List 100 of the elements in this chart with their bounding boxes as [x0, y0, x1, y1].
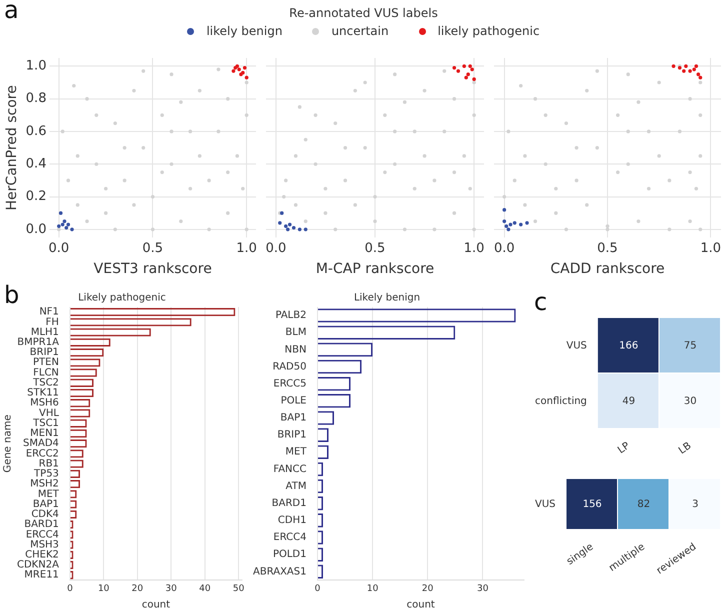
- point: [462, 154, 466, 158]
- point: [626, 162, 630, 166]
- point: [504, 224, 508, 228]
- legend-label: likely benign: [206, 24, 282, 38]
- point: [235, 154, 240, 158]
- x-tick-label: 40: [199, 584, 211, 594]
- x-tick-label: 0.5: [364, 240, 386, 256]
- point: [226, 211, 230, 215]
- point: [544, 162, 548, 166]
- point: [226, 170, 230, 174]
- y-tick-label: MET: [285, 446, 308, 458]
- point: [502, 208, 506, 212]
- legend-label: uncertain: [331, 24, 389, 38]
- point: [574, 178, 578, 182]
- point: [314, 113, 318, 117]
- point: [688, 170, 692, 174]
- point: [314, 162, 318, 166]
- point: [698, 76, 702, 80]
- point: [626, 130, 630, 134]
- y-tick-label: 0.6: [26, 124, 46, 139]
- y-tick-label: NF1: [39, 306, 59, 318]
- x-tick-label: 10: [366, 584, 379, 594]
- y-tick-label: PALB2: [275, 310, 306, 322]
- point: [72, 84, 76, 88]
- y-tick-label: BRIP1: [277, 430, 306, 441]
- point: [544, 113, 548, 117]
- point: [304, 228, 308, 232]
- point: [402, 228, 407, 232]
- point: [523, 154, 527, 158]
- point: [698, 113, 702, 117]
- point: [85, 219, 89, 224]
- y-tick-label: VUS: [534, 499, 556, 510]
- y-tick-label: ATM: [286, 480, 306, 492]
- point: [636, 219, 640, 224]
- x-tick-label: 1.0: [700, 240, 722, 256]
- point: [122, 178, 126, 182]
- y-tick-label: BLM: [285, 327, 306, 338]
- text: c: [534, 288, 548, 316]
- point: [244, 113, 248, 117]
- chart-title: Likely benign: [354, 292, 420, 304]
- point: [122, 146, 126, 150]
- y-tick-label: VHL: [38, 408, 60, 419]
- point: [237, 68, 241, 72]
- point: [113, 122, 117, 126]
- point: [207, 178, 211, 182]
- chart-title: Likely pathogenic: [78, 292, 166, 304]
- point: [466, 72, 470, 76]
- point: [684, 64, 688, 68]
- x-axis-title: CADD rankscore: [550, 261, 665, 278]
- point: [170, 130, 174, 134]
- point: [616, 113, 620, 117]
- point: [595, 146, 599, 150]
- y-tick-label: MLH1: [30, 326, 59, 338]
- point: [525, 221, 529, 225]
- y-tick-label: CDKN2A: [16, 560, 60, 571]
- point: [198, 154, 202, 158]
- point: [57, 228, 61, 232]
- y-tick-label: CDK4: [31, 509, 59, 520]
- point: [554, 211, 558, 215]
- point: [412, 130, 416, 134]
- point: [698, 154, 702, 158]
- y-tick-label: 0.0: [26, 222, 46, 237]
- legend-label: likely pathogenic: [438, 24, 540, 38]
- point: [298, 228, 302, 232]
- point: [241, 186, 245, 190]
- point: [170, 72, 174, 76]
- point: [244, 76, 248, 80]
- point: [564, 122, 568, 126]
- point: [585, 88, 589, 92]
- x-tick-label: 20: [422, 584, 434, 594]
- point: [533, 219, 538, 224]
- x-tick-label: 10: [98, 584, 110, 594]
- y-tick-label: FLCN: [33, 367, 59, 378]
- point: [512, 178, 516, 182]
- y-tick-label: ERCC4: [26, 529, 59, 540]
- point: [226, 97, 230, 101]
- point: [452, 170, 456, 174]
- point: [373, 219, 377, 224]
- point: [286, 228, 290, 232]
- y-tick-label: SMAD4: [23, 438, 59, 450]
- point: [585, 203, 589, 207]
- x-tick-label: LP: [616, 440, 632, 456]
- x-tick-label: 0.0: [48, 240, 70, 256]
- point: [432, 178, 436, 182]
- x-tick-label: 1.0: [236, 240, 257, 256]
- point: [353, 88, 357, 92]
- point: [284, 178, 288, 182]
- y-tick-label: POLE: [280, 396, 306, 407]
- point: [294, 154, 298, 158]
- point: [242, 66, 247, 70]
- point: [60, 130, 64, 134]
- point: [282, 194, 286, 199]
- point: [294, 203, 298, 207]
- point: [393, 130, 397, 134]
- point: [456, 69, 460, 73]
- point: [688, 69, 692, 73]
- point: [506, 228, 510, 232]
- y-tick-label: NBN: [284, 344, 306, 356]
- y-tick-label: 0.2: [26, 189, 46, 204]
- y-tick-label: BRIP1: [30, 347, 59, 358]
